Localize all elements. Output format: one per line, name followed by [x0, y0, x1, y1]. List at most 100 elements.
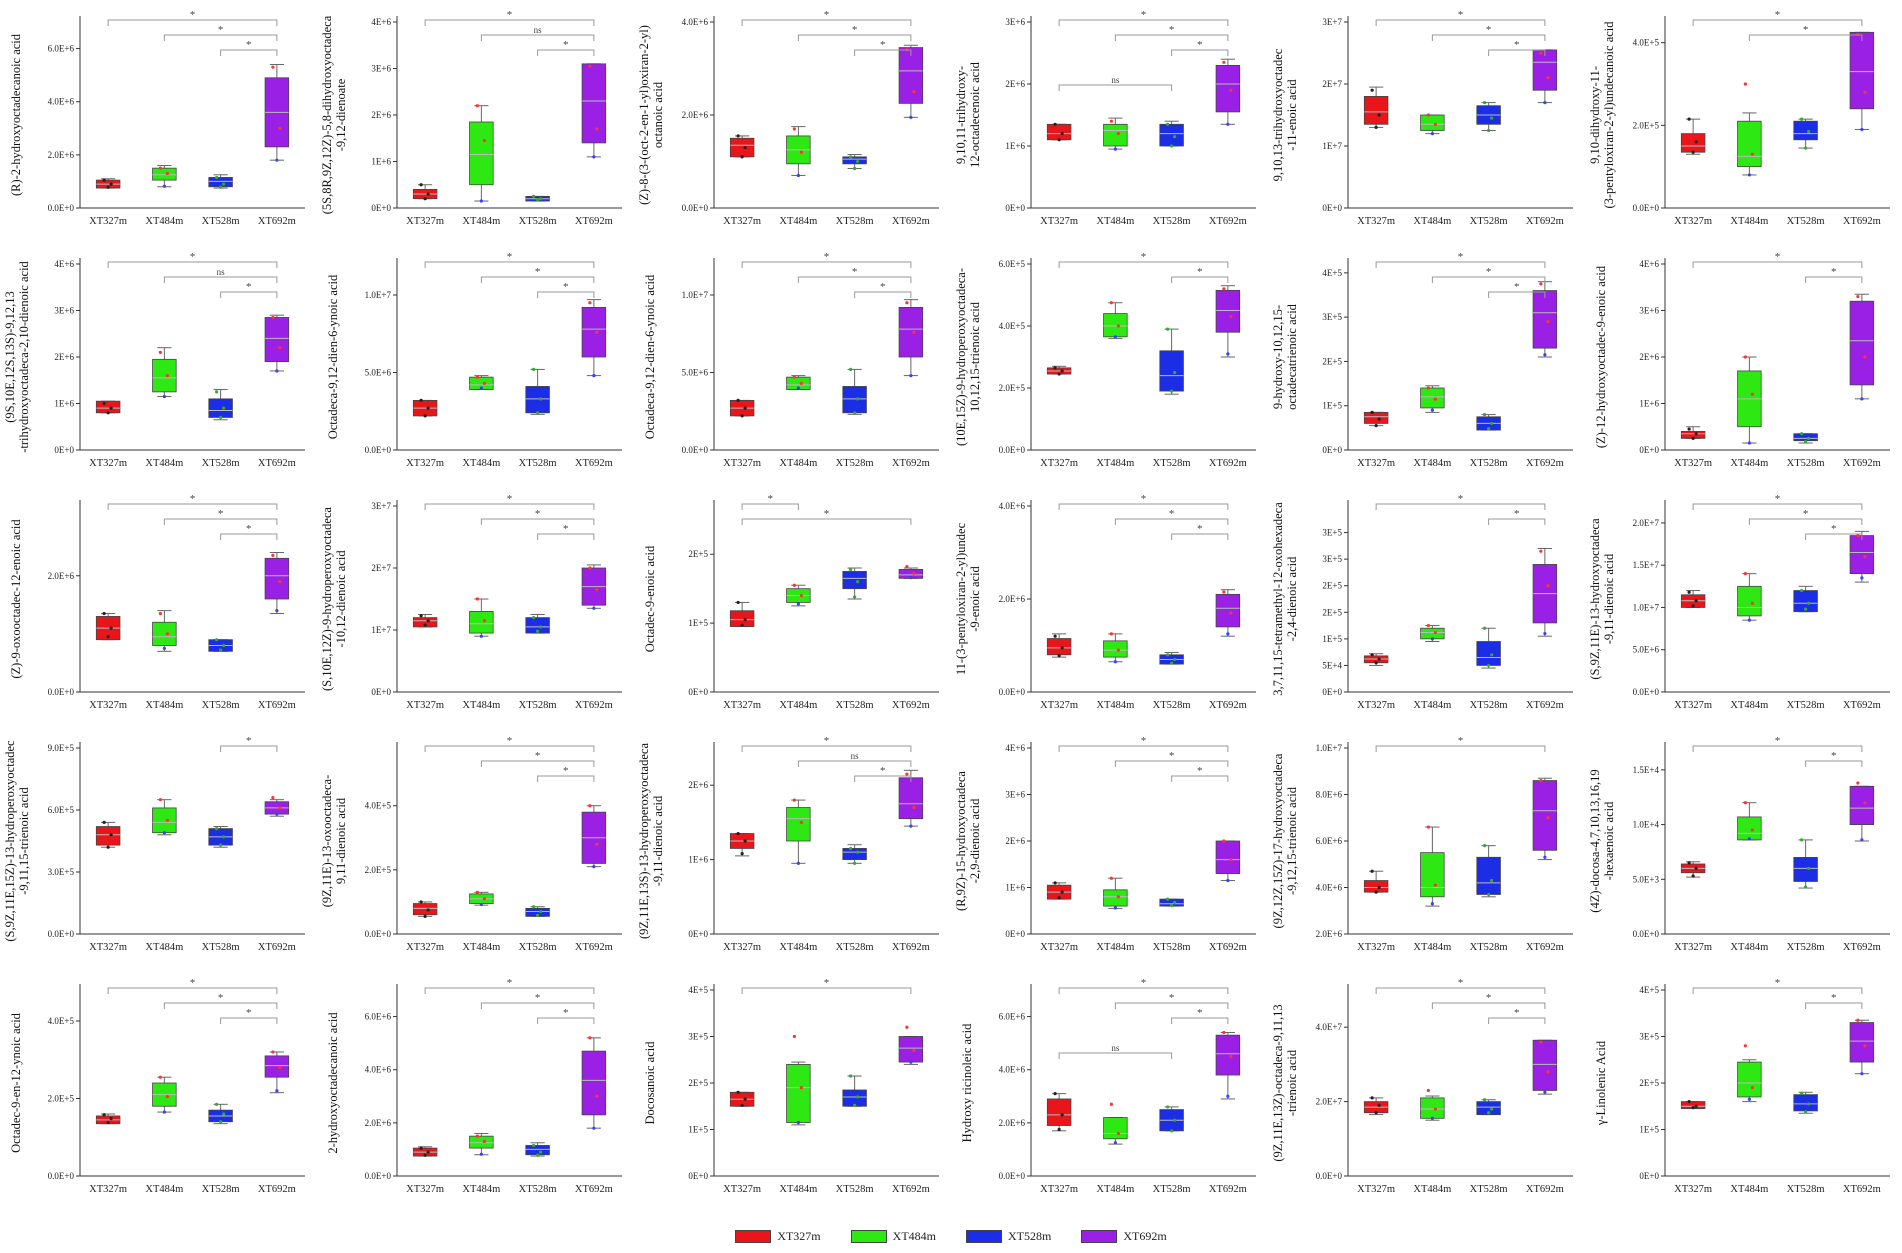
- chart-panel: Docosanoic acid 0E+0 1E+5 2E+5 3E+5 4E+5 XT327…: [643, 977, 939, 1195]
- data-point: [1687, 1100, 1691, 1104]
- data-point: [1487, 663, 1491, 668]
- data-point: [799, 381, 803, 385]
- data-point: [792, 583, 796, 587]
- data-point: [271, 65, 275, 69]
- data-point: [1226, 122, 1230, 126]
- data-point: [743, 406, 747, 410]
- data-point: [162, 831, 166, 835]
- data-point: [740, 852, 744, 856]
- chart-panel: (S,10E,12Z)-9-hydroperoxyoctadeca -10,12-…: [320, 493, 622, 711]
- x-tick-label: XT528m: [1470, 942, 1508, 953]
- y-tick-label: 2.0E+5: [999, 383, 1026, 393]
- data-point: [1109, 301, 1113, 305]
- data-point: [219, 185, 223, 189]
- x-tick-label: XT484m: [462, 1184, 500, 1195]
- y-tick-label: 4E+6: [1639, 259, 1659, 269]
- significance-label: *: [1141, 251, 1147, 263]
- y-tick-label: 4E+5: [688, 985, 708, 995]
- data-point: [1543, 855, 1547, 859]
- y-axis-label: -9,12,15-trienoic acid: [1285, 786, 1299, 895]
- significance-bracket: [741, 518, 912, 525]
- data-point: [539, 397, 543, 401]
- x-tick-label: XT327m: [1040, 700, 1078, 711]
- data-point: [1490, 116, 1494, 120]
- data-point: [1226, 632, 1230, 636]
- data-point: [796, 602, 800, 606]
- box: [1532, 1039, 1558, 1091]
- y-tick-label: 0.0E+0: [365, 929, 392, 939]
- data-point: [1222, 287, 1226, 291]
- y-axis-label: 11-(3-pentyloxiran-2-yl)undec: [954, 522, 968, 675]
- x-tick-label: XT327m: [723, 942, 761, 953]
- significance-bracket: [854, 49, 912, 56]
- data-point: [482, 1139, 486, 1144]
- legend-swatch: [1081, 1229, 1118, 1243]
- data-point: [912, 1048, 916, 1053]
- significance-bracket: [1171, 775, 1229, 782]
- x-tick-label: XT327m: [89, 458, 127, 469]
- box: [152, 167, 177, 181]
- data-point: [423, 1153, 427, 1157]
- data-point: [109, 626, 113, 630]
- y-axis-label: Octadeca-9,12-dien-6-ynoic acid: [643, 274, 657, 439]
- data-point: [1057, 654, 1061, 658]
- significance-label: *: [535, 750, 541, 762]
- y-tick-label: 6.0E+6: [999, 1012, 1026, 1022]
- significance-label: *: [190, 977, 196, 989]
- data-point: [1057, 896, 1061, 900]
- significance-bracket: [1431, 276, 1546, 283]
- data-point: [736, 1090, 740, 1094]
- data-point: [736, 600, 740, 605]
- data-point: [1433, 630, 1437, 635]
- box: [1793, 590, 1818, 613]
- data-point: [1374, 1111, 1378, 1115]
- y-axis-label: Octadec-9-enoic acid: [643, 545, 657, 652]
- y-tick-label: 0.0E+0: [999, 687, 1026, 697]
- data-point: [162, 394, 166, 399]
- data-point: [423, 914, 427, 918]
- x-tick-label: XT692m: [1209, 216, 1247, 227]
- significance-bracket: [220, 533, 278, 540]
- chart-panel: 2-hydroxyoctadecanoic acid 0.0E+0 2.0E+6 4.…: [326, 977, 622, 1195]
- data-point: [536, 913, 540, 918]
- data-point: [912, 571, 916, 576]
- data-point: [1807, 866, 1811, 870]
- x-tick-label: XT484m: [779, 1184, 817, 1195]
- data-point: [595, 330, 599, 334]
- significance-label: *: [1141, 735, 1147, 747]
- x-tick-label: XT692m: [892, 942, 930, 953]
- data-point: [1804, 1110, 1808, 1114]
- data-point: [1170, 661, 1174, 665]
- y-tick-label: 2.0E+6: [999, 1118, 1026, 1128]
- data-point: [1377, 657, 1381, 661]
- data-point: [1170, 144, 1174, 148]
- significance-bracket: [1692, 503, 1863, 510]
- data-point: [426, 406, 430, 410]
- data-point: [475, 890, 479, 894]
- x-tick-label: XT528m: [519, 700, 557, 711]
- box: [786, 1064, 811, 1123]
- x-tick-label: XT528m: [202, 1184, 240, 1195]
- x-tick-label: XT484m: [1413, 216, 1451, 227]
- data-point: [1116, 648, 1120, 652]
- y-tick-label: 2.0E+6: [48, 571, 75, 581]
- x-tick-label: XT484m: [1096, 1184, 1134, 1195]
- significance-bracket: [1114, 34, 1229, 41]
- legend: XT327m XT484m XT528m XT692m: [0, 1225, 1902, 1247]
- data-point: [905, 565, 909, 569]
- significance-bracket: [1431, 1002, 1546, 1009]
- significance-bracket: [1805, 276, 1863, 283]
- data-point: [1687, 427, 1691, 431]
- y-axis-label: (9Z,11E)-13-oxooctadeca-: [320, 775, 334, 907]
- y-axis-label: (9Z,11E,13S)-13-hydroperoxyoctadeca: [637, 743, 651, 939]
- data-point: [106, 1120, 110, 1125]
- significance-label: *: [507, 735, 513, 747]
- data-point: [109, 1117, 113, 1121]
- significance-bracket: [1058, 261, 1229, 268]
- significance-bracket: [1058, 987, 1229, 994]
- y-axis-label: 9,10,13-trihydroxyoctadec: [1271, 48, 1285, 181]
- data-point: [1694, 599, 1698, 603]
- box: [1159, 350, 1184, 392]
- y-axis-label: (S,10E,12Z)-9-hydroperoxyoctadeca: [320, 507, 334, 691]
- data-point: [1229, 315, 1233, 319]
